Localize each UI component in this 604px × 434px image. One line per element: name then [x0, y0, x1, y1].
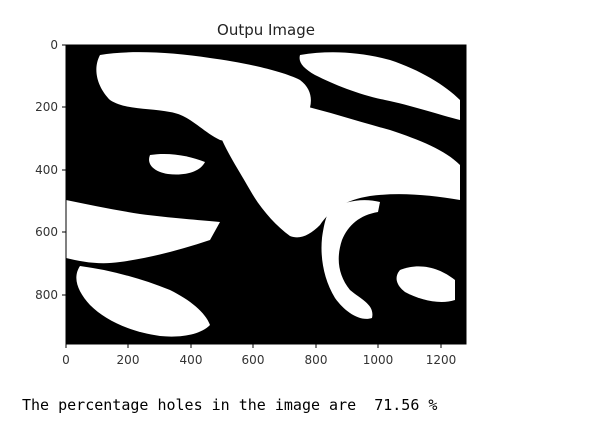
y-axis: 0 200 400 600 800 — [35, 38, 66, 302]
axes-frame — [65, 44, 467, 345]
output-text: The percentage holes in the image are 71… — [22, 396, 437, 414]
x-tick-label: 1200 — [426, 353, 457, 367]
x-tick-label: 600 — [242, 353, 265, 367]
output-prefix: The percentage holes in the image are — [22, 396, 357, 414]
y-tick-label: 600 — [35, 225, 58, 239]
y-tick-label: 200 — [35, 100, 58, 114]
x-tick-label: 800 — [305, 353, 328, 367]
x-tick-label: 200 — [117, 353, 140, 367]
plot-title: Outpu Image — [217, 21, 315, 39]
x-tick-label: 400 — [180, 353, 203, 367]
binary-output-image — [66, 45, 466, 344]
x-axis: 0 200 400 600 800 1000 1200 — [62, 344, 456, 367]
y-tick-label: 0 — [50, 38, 58, 52]
y-tick-label: 800 — [35, 288, 58, 302]
y-tick-label: 400 — [35, 163, 58, 177]
percentage-value: 71.56 — [374, 396, 420, 414]
x-tick-label: 1000 — [363, 353, 394, 367]
percent-sign: % — [428, 396, 438, 414]
x-tick-label: 0 — [62, 353, 70, 367]
